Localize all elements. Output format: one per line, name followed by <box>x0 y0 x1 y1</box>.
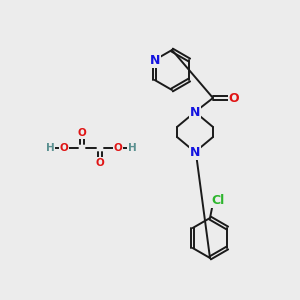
Text: O: O <box>114 143 122 153</box>
Text: O: O <box>96 158 104 168</box>
Text: N: N <box>190 146 200 158</box>
Text: H: H <box>46 143 54 153</box>
Text: H: H <box>128 143 136 153</box>
Text: N: N <box>149 53 160 67</box>
Text: O: O <box>229 92 239 104</box>
Text: O: O <box>60 143 68 153</box>
Text: N: N <box>190 106 200 118</box>
Text: O: O <box>78 128 86 138</box>
Text: Cl: Cl <box>212 194 225 206</box>
